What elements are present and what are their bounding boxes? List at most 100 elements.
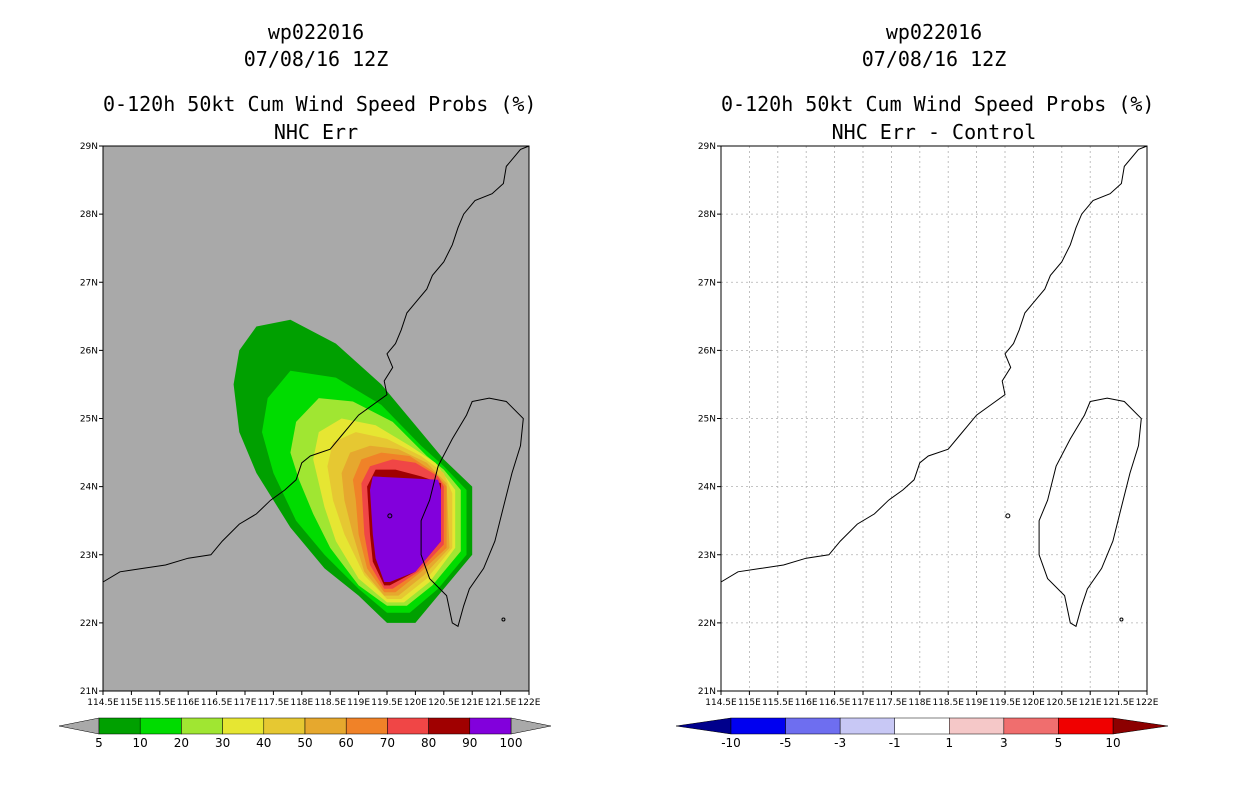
penghu-island (1005, 513, 1011, 519)
x-tick-label: 118.5E (932, 698, 964, 708)
colorbar-box (1058, 717, 1114, 735)
x-tick-label: 120E (1022, 698, 1045, 708)
y-tick-label: 29N (698, 142, 716, 152)
x-tick-label: 116E (795, 698, 818, 708)
colorbar-label: 40 (256, 736, 271, 750)
colorbar-box (222, 717, 265, 735)
x-tick-label: 119E (347, 698, 370, 708)
x-tick-label: 114.5E (705, 698, 737, 708)
x-tick-label: 118.5E (314, 698, 346, 708)
y-tick-label: 22N (698, 619, 716, 629)
y-tick-label: 29N (80, 142, 98, 152)
y-tick-label: 25N (698, 415, 716, 425)
colorbar-low-arrow (58, 717, 100, 735)
right-date: 07/08/16 12Z (861, 47, 1007, 71)
colorbar-box (181, 717, 223, 735)
x-tick-label: 119.5E (371, 698, 403, 708)
y-tick-label: 26N (80, 346, 98, 356)
left-subtitle: NHC Err (273, 120, 359, 144)
lanyu-island (501, 617, 506, 622)
y-tick-label: 28N (698, 210, 716, 220)
colorbar-box (345, 717, 388, 735)
colorbar-box (98, 717, 141, 735)
mainland-coastline (720, 145, 1148, 583)
right-storm-id: wp022016 (885, 20, 983, 44)
left-storm-id: wp022016 (267, 20, 365, 44)
colorbar-box (428, 717, 471, 735)
colorbar-label: 30 (215, 736, 230, 750)
x-tick-label: 117.5E (258, 698, 290, 708)
y-tick-label: 24N (80, 483, 98, 493)
colorbar-box (139, 717, 182, 735)
colorbar-label: 100 (500, 736, 523, 750)
colorbar-label: 70 (380, 736, 395, 750)
x-tick-label: 121E (1079, 698, 1102, 708)
y-tick-label: 24N (698, 483, 716, 493)
x-tick-label: 118E (290, 698, 313, 708)
colorbar-box (839, 717, 895, 735)
colorbar-label: 10 (133, 736, 148, 750)
colorbar-label: 90 (462, 736, 477, 750)
colorbar-0: 5 10 20 30 40 50 60 70 80 90 100 (58, 717, 552, 750)
mainland-coastline (102, 145, 530, 583)
colorbar-box (785, 717, 841, 735)
x-tick-label: 122E (1136, 698, 1159, 708)
y-tick-label: 27N (80, 278, 98, 288)
x-tick-label: 117E (234, 698, 257, 708)
colorbar-high-arrow (1112, 717, 1169, 735)
colorbar-box (894, 717, 950, 735)
colorbar-label: -3 (834, 736, 846, 750)
x-tick-label: 121E (461, 698, 484, 708)
x-tick-label: 122E (518, 698, 541, 708)
colorbar-label: -5 (780, 736, 792, 750)
colorbar-high-arrow (510, 717, 552, 735)
x-tick-label: 116E (177, 698, 200, 708)
y-tick-label: 25N (80, 415, 98, 425)
x-tick-label: 119.5E (989, 698, 1021, 708)
y-tick-label: 21N (698, 687, 716, 697)
taiwan-coastline (1038, 397, 1142, 628)
x-tick-label: 115E (120, 698, 143, 708)
x-tick-label: 115.5E (762, 698, 794, 708)
x-tick-label: 121.5E (1103, 698, 1135, 708)
x-tick-label: 116.5E (201, 698, 233, 708)
x-tick-label: 120.5E (428, 698, 460, 708)
map-background (721, 146, 1147, 691)
colorbar-box (304, 717, 347, 735)
x-tick-label: 114.5E (87, 698, 119, 708)
colorbar-box (263, 717, 306, 735)
right-title: 0-120h 50kt Cum Wind Speed Probs (%) (721, 92, 1155, 116)
y-tick-label: 26N (698, 346, 716, 356)
y-tick-label: 22N (80, 619, 98, 629)
y-tick-label: 23N (80, 551, 98, 561)
colorbar-box (1003, 717, 1059, 735)
colorbar-label: 50 (297, 736, 312, 750)
colorbar-label: 10 (1105, 736, 1120, 750)
map-panel-0: 21N 22N 23N 24N 25N 26N 27N 28N 29N 114.5E 115E 115… (58, 142, 552, 750)
y-tick-label: 28N (80, 210, 98, 220)
y-tick-label: 23N (698, 551, 716, 561)
colorbar-box (387, 717, 429, 735)
colorbar-label: -1 (889, 736, 901, 750)
colorbar-label: 5 (95, 736, 103, 750)
colorbar-1: -10 -5 -3 -1 1 3 5 10 (675, 717, 1169, 750)
colorbar-label: 3 (1000, 736, 1008, 750)
penghu-island (387, 513, 393, 519)
x-tick-label: 117.5E (876, 698, 908, 708)
colorbar-box (730, 717, 786, 735)
prob-contour-90 (370, 476, 441, 582)
colorbar-label: 1 (945, 736, 953, 750)
x-tick-label: 121.5E (485, 698, 517, 708)
taiwan-coastline (420, 397, 524, 628)
colorbar-box (469, 717, 512, 735)
lanyu-island (1119, 617, 1124, 622)
colorbar-label: 60 (339, 736, 354, 750)
colorbar-label: 20 (174, 736, 189, 750)
x-tick-label: 115E (738, 698, 761, 708)
y-tick-label: 27N (698, 278, 716, 288)
colorbar-label: 5 (1055, 736, 1063, 750)
x-tick-label: 116.5E (819, 698, 851, 708)
x-tick-label: 115.5E (144, 698, 176, 708)
colorbar-label: -10 (721, 736, 741, 750)
